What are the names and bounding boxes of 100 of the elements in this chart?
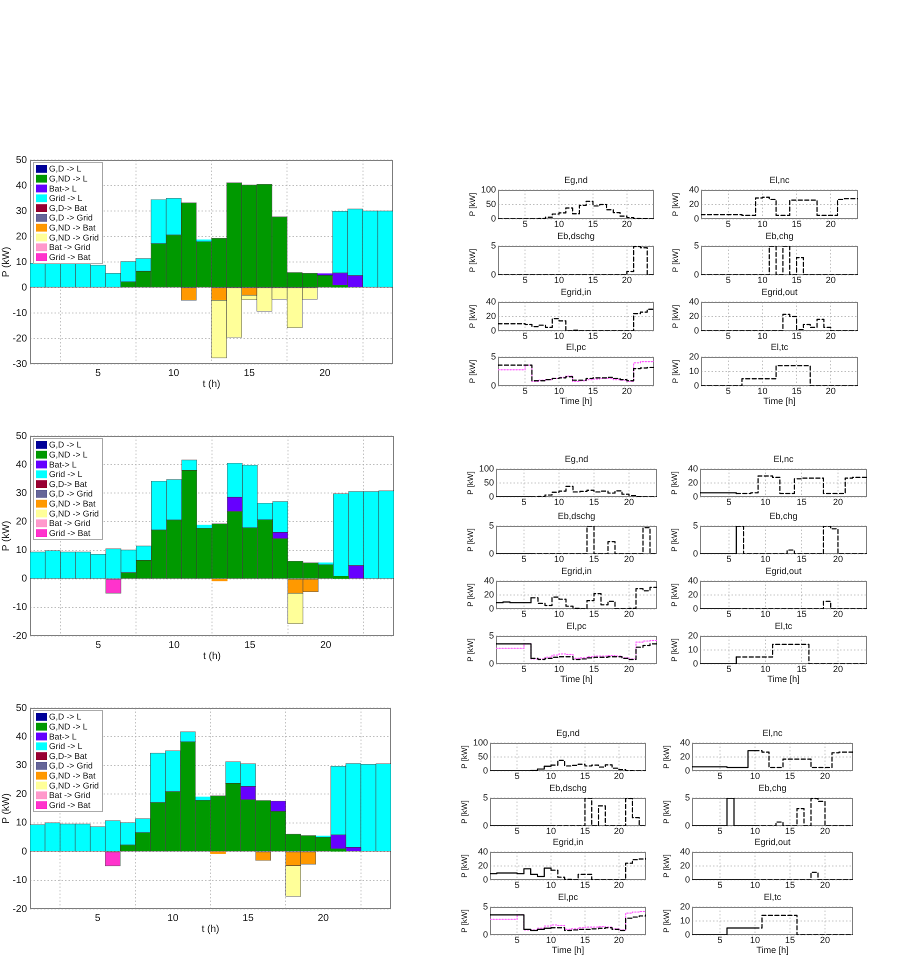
y-axis-title: P [kW] [671,248,680,272]
legend-label: Grid -> Bat [49,252,91,262]
y-axis-title: P [kW] [671,360,680,384]
x-tick-label: 20 [826,386,836,396]
x-tick-label: 15 [244,368,256,379]
x-tick-label: 5 [514,826,520,836]
legend-label: G,D -> Grid [49,488,93,499]
x-tick-label: 10 [554,554,564,564]
x-tick-label: 15 [784,880,796,890]
y-tick-label: 40 [16,180,28,192]
x-tick-label: 20 [820,934,830,945]
legend-label: G,ND -> Bat [49,222,96,233]
y-tick-label: 0 [21,574,28,585]
x-tick-label: 20 [622,330,632,341]
x-tick-label: 5 [717,770,723,781]
x-tick-label: 10 [546,880,556,890]
x-tick-label: 15 [588,496,600,507]
x-tick-label: 10 [554,496,564,507]
x-tick-label: 5 [726,274,731,285]
x-tick-label: 5 [522,386,528,396]
y-tick-label: -20 [12,904,28,915]
y-tick-label: 20 [688,310,699,321]
legend-label: G,ND -> L [49,722,88,732]
legend-label: G,ND -> L [49,450,88,460]
y-tick-label: 30 [16,488,28,499]
y-tick-label: 5 [490,351,496,362]
chart-title: El,nc [762,728,783,738]
legend-label: Bat -> Grid [49,790,91,800]
x-tick-label: 20 [320,640,332,651]
chart-title: Eb,dschg [558,511,596,521]
legend-label: Grid -> L [49,469,83,480]
chart-title: El,nc [773,454,794,464]
y-tick-label: 0 [21,282,28,294]
y-tick-label: 0 [694,269,699,280]
x-axis-title: Time [h] [560,674,593,684]
x-axis-title: t (h) [203,650,221,662]
y-axis-title: P (kW) [0,793,12,824]
legend-label: G,ND -> Bat [49,498,96,509]
y-tick-label: 40 [688,296,699,306]
x-tick-label: 5 [95,368,102,379]
chart-title: El,pc [566,342,586,352]
chart-title: Egrid,in [560,287,592,297]
x-tick-label: 15 [784,826,796,836]
chart-title: Eg,nd [556,728,580,738]
chart-title: Egrid,in [552,837,584,847]
chart-title: El,tc [764,892,782,902]
legend-label: G,ND -> Grid [49,780,100,790]
y-tick-label: 0 [490,213,496,224]
chart-title: Eg,nd [564,175,588,185]
x-tick-label: 10 [554,274,564,285]
y-axis-title: P [kW] [460,745,470,769]
y-tick-label: 5 [482,901,488,912]
y-axis-title: P [kW] [466,471,476,495]
x-tick-label: 20 [832,496,843,507]
x-tick-label: 20 [614,934,624,945]
x-tick-label: 20 [622,386,632,396]
x-tick-label: 5 [94,912,101,924]
x-tick-label: 5 [717,934,723,945]
x-tick-label: 20 [820,770,830,781]
x-axis-title: Time [h] [552,945,584,956]
y-tick-label: 40 [688,463,698,474]
y-axis-title: P [kW] [466,638,476,662]
y-tick-label: 5 [488,520,494,530]
y-tick-label: 20 [688,198,699,209]
y-axis-title: P [kW] [670,528,680,552]
x-tick-label: 10 [757,330,768,341]
y-tick-label: -10 [12,308,28,319]
x-tick-label: 5 [726,218,731,229]
x-tick-label: 5 [522,218,528,229]
x-tick-label: 5 [95,640,102,651]
legend-label: G,ND -> Grid [49,508,100,518]
y-tick-label: 40 [484,575,494,586]
x-tick-label: 15 [588,554,600,564]
y-tick-label: 0 [684,820,690,830]
y-axis-title: P [kW] [662,909,672,933]
y-axis-title: P [kW] [670,638,680,662]
x-tick-label: 20 [624,496,634,507]
x-tick-label: 10 [554,664,564,674]
y-tick-label: 10 [16,545,28,556]
y-tick-label: 0 [488,548,494,558]
y-tick-label: 0 [692,603,698,614]
y-tick-label: -20 [12,333,28,344]
y-axis-title: P [kW] [468,192,478,216]
y-axis-title: P [kW] [460,800,470,824]
x-tick-label: 15 [580,880,590,890]
y-tick-label: 40 [16,459,28,470]
y-tick-label: 5 [694,240,699,250]
y-tick-label: 0 [490,325,496,336]
y-tick-label: 50 [484,477,494,488]
x-tick-label: 5 [726,496,732,507]
y-tick-label: 50 [16,430,28,442]
x-tick-label: 15 [792,330,802,341]
x-tick-label: 15 [796,496,807,507]
x-tick-label: 5 [521,554,527,564]
y-axis-title: P (kW) [0,520,12,552]
x-tick-label: 15 [796,608,807,619]
x-tick-label: 20 [614,880,624,890]
y-tick-label: 20 [16,516,28,528]
x-tick-label: 5 [514,934,520,945]
x-tick-label: 5 [514,880,520,890]
